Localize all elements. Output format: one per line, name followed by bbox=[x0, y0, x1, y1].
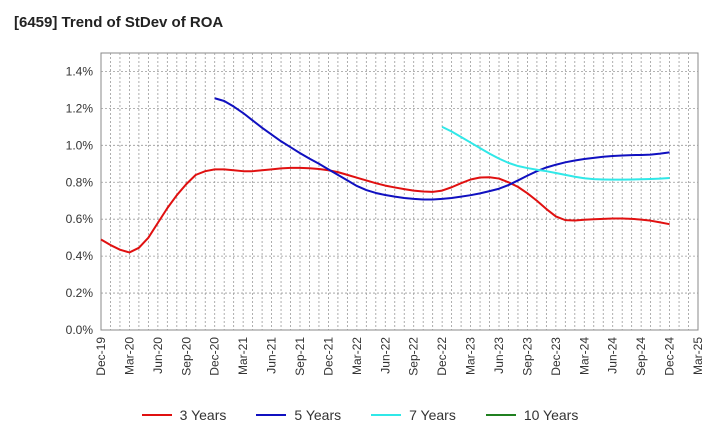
x-tick-label: Dec-24 bbox=[663, 337, 677, 376]
x-tick-label: Jun-23 bbox=[492, 337, 506, 374]
x-tick-label: Sep-21 bbox=[293, 337, 307, 376]
legend-item-3-years: 3 Years bbox=[141, 407, 227, 423]
x-tick-label: Dec-19 bbox=[94, 337, 108, 376]
y-tick-label: 1.0% bbox=[66, 138, 94, 152]
x-tick-label: Sep-22 bbox=[407, 337, 421, 376]
x-tick-label: Dec-22 bbox=[435, 337, 449, 376]
y-tick-label: 1.4% bbox=[66, 64, 94, 78]
chart-title: [6459] Trend of StDev of ROA bbox=[14, 14, 224, 31]
series-line-3-years bbox=[100, 166, 670, 254]
y-tick-label: 0.8% bbox=[66, 175, 94, 189]
x-tick-label: Jun-22 bbox=[378, 337, 392, 374]
x-tick-label: Mar-23 bbox=[464, 337, 478, 375]
x-tick-label: Mar-24 bbox=[577, 337, 591, 375]
legend-item-7-years: 7 Years bbox=[371, 407, 456, 423]
legend-label: 5 Years bbox=[294, 407, 342, 423]
x-tick-label: Dec-21 bbox=[321, 337, 335, 376]
x-tick-label: Mar-22 bbox=[350, 337, 364, 375]
y-tick-label: 0.2% bbox=[66, 286, 94, 300]
x-tick-label: Jun-20 bbox=[151, 337, 165, 374]
legend-swatch bbox=[256, 414, 287, 416]
legend-label: 7 Years bbox=[409, 407, 456, 423]
x-tick-label: Dec-20 bbox=[208, 337, 222, 376]
x-tick-label: Jun-24 bbox=[606, 337, 620, 374]
y-tick-label: 0.4% bbox=[66, 249, 94, 263]
legend-swatch bbox=[485, 414, 516, 416]
legend: 3 Years 5 Years 7 Years 10 Years bbox=[0, 404, 720, 426]
y-tick-label: 1.2% bbox=[66, 101, 94, 115]
series-line-7-years bbox=[441, 125, 670, 181]
y-tick-label: 0.6% bbox=[66, 212, 94, 226]
x-tick-label: Sep-24 bbox=[634, 337, 648, 376]
x-tick-label: Sep-20 bbox=[179, 337, 193, 376]
legend-swatch bbox=[371, 414, 402, 416]
x-tick-label: Dec-23 bbox=[549, 337, 563, 376]
legend-swatch bbox=[141, 414, 172, 416]
x-tick-label: Mar-25 bbox=[691, 337, 705, 375]
plot-area bbox=[100, 52, 699, 331]
legend-label: 3 Years bbox=[179, 407, 227, 423]
legend-label: 10 Years bbox=[523, 407, 579, 423]
legend-item-10-years: 10 Years bbox=[485, 407, 579, 423]
series-line-5-years bbox=[214, 97, 670, 201]
x-tick-label: Jun-21 bbox=[265, 337, 279, 374]
legend-item-5-years: 5 Years bbox=[256, 407, 341, 423]
x-tick-label: Mar-21 bbox=[236, 337, 250, 375]
x-tick-label: Sep-23 bbox=[520, 337, 534, 376]
y-tick-label: 0.0% bbox=[66, 323, 94, 337]
x-tick-label: Mar-20 bbox=[122, 337, 136, 375]
